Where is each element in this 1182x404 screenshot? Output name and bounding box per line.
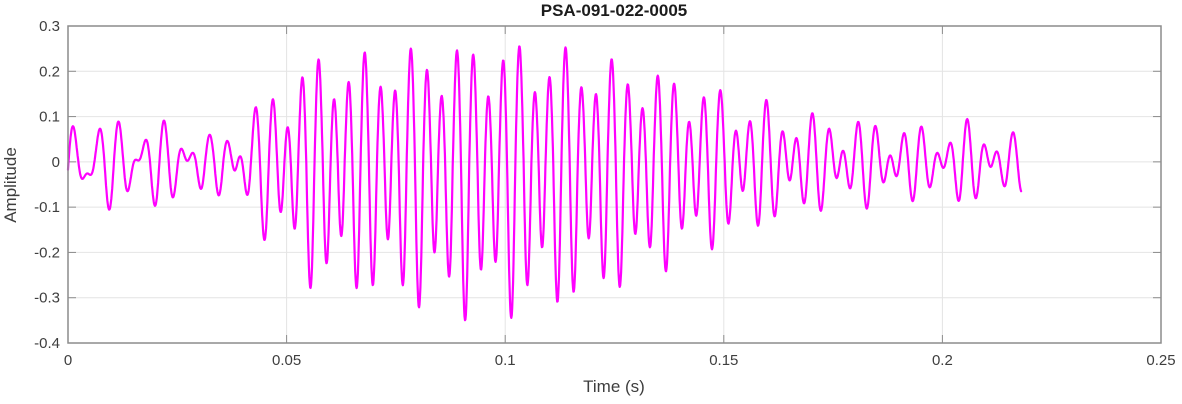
plot-border (67, 25, 1162, 344)
y-tick-label: 0 (52, 154, 60, 171)
y-tick-label: 0.2 (39, 63, 60, 80)
x-tick-label: 0.15 (709, 352, 738, 369)
y-axis-label: Amplitude (1, 147, 20, 223)
y-tick-label: -0.2 (34, 244, 60, 261)
y-tick-label: 0.3 (39, 18, 60, 35)
y-tick-label: -0.4 (34, 335, 60, 352)
y-tick-label: -0.3 (34, 290, 60, 307)
waveform-series (66, 45, 1023, 322)
y-tick-labels: -0.4 -0.3 -0.2 -0.1 0 0.1 0.2 0.3 (34, 18, 60, 352)
y-tick-label: 0.1 (39, 109, 60, 126)
chart-title: PSA-091-022-0005 (541, 1, 687, 20)
x-tick-labels: 0 0.05 0.1 0.15 0.2 0.25 (64, 352, 1176, 369)
x-tick-label: 0.05 (272, 352, 301, 369)
x-tick-label: 0.2 (932, 352, 953, 369)
x-tick-label: 0 (64, 352, 72, 369)
waveform-path (66, 45, 1023, 322)
y-tick-label: -0.1 (34, 199, 60, 216)
x-axis-label: Time (s) (583, 377, 645, 396)
x-tick-label: 0.1 (495, 352, 516, 369)
x-tick-label: 0.25 (1146, 352, 1175, 369)
